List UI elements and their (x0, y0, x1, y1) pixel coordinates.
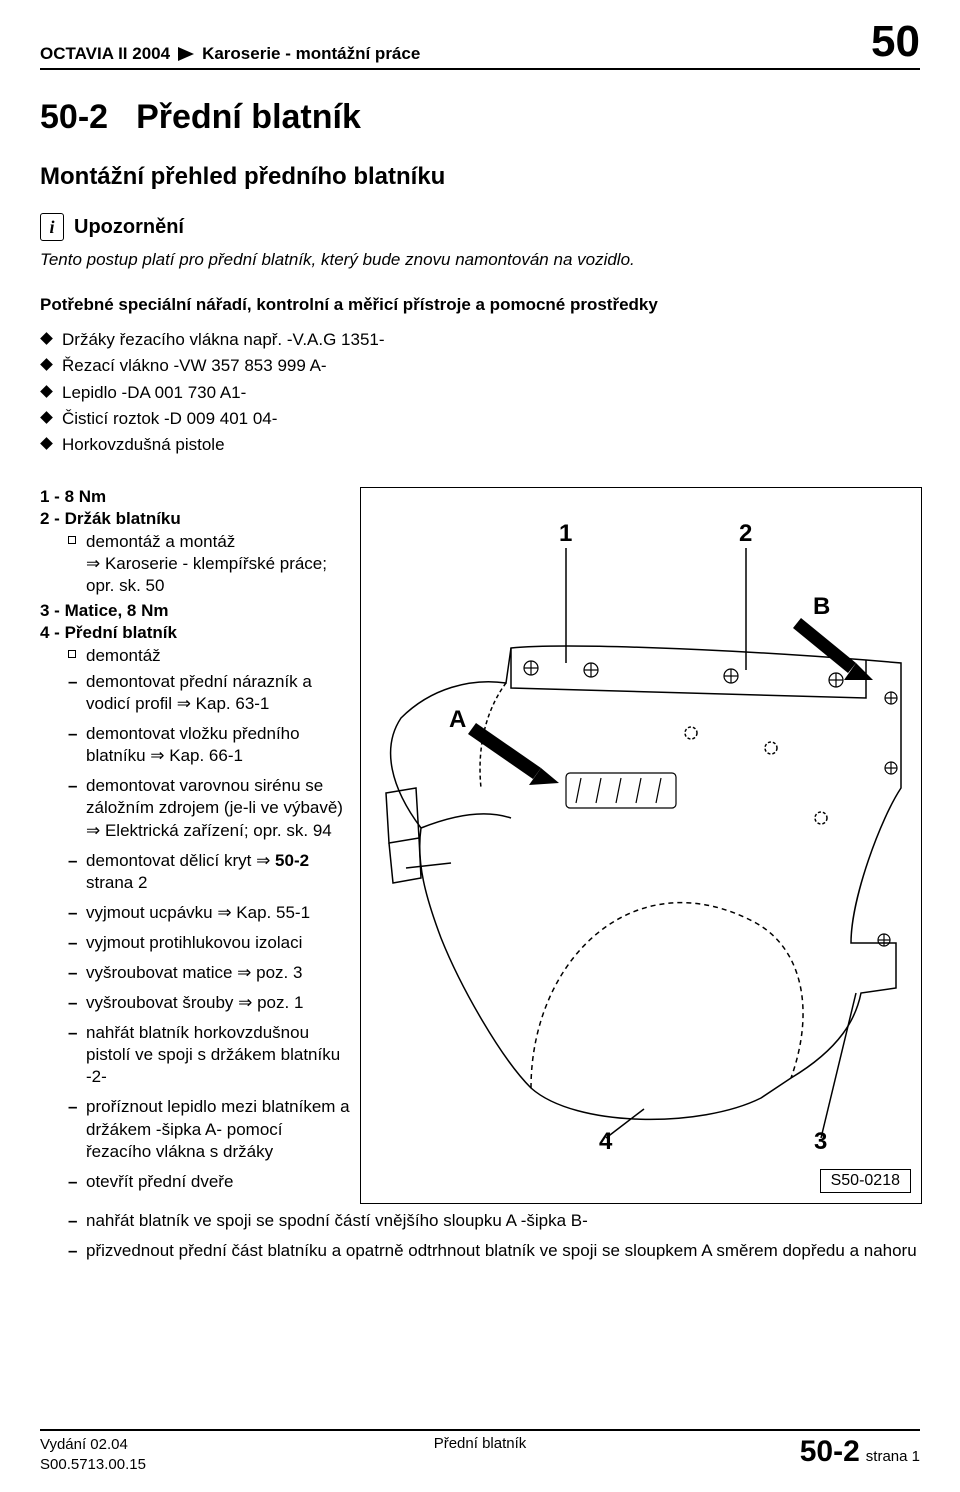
tools-item: Čisticí roztok -D 009 401 04- (40, 406, 920, 432)
list-item: demontáž (68, 645, 350, 667)
footer-center: Přední blatník (40, 1435, 920, 1452)
list-item: proříznout lepidlo mezi blatníkem a držá… (68, 1096, 350, 1162)
callout-1: 1 (559, 520, 572, 548)
list-item: 1 - 8 Nm (40, 487, 350, 507)
figure-id: S50-0218 (820, 1169, 911, 1193)
callout-2: 2 (739, 520, 752, 548)
footer-docnum: S00.5713.00.15 (40, 1455, 146, 1475)
header-section: Karoserie - montážní práce (202, 44, 420, 64)
text: strana 2 (86, 873, 147, 892)
body-row: 1 - 8 Nm 2 - Držák blatníku demontáž a m… (40, 487, 920, 1204)
list-item: nahřát blatník horkovzdušnou pistolí ve … (68, 1022, 350, 1088)
text: ⇒ Karoserie - klempířské práce; opr. sk.… (86, 554, 327, 595)
list-item: vyjmout ucpávku ⇒ Kap. 55-1 (68, 902, 350, 924)
info-row: i Upozornění (40, 213, 920, 241)
square-list: demontáž (68, 645, 350, 667)
tools-heading: Potřebné speciální nářadí, kontrolní a m… (40, 294, 920, 317)
info-label: Upozornění (74, 216, 184, 239)
callout-3: 3 (814, 1128, 827, 1156)
header-model: OCTAVIA II 2004 (40, 44, 170, 64)
list-item: 4 - Přední blatník demontáž demontovat p… (40, 623, 350, 1193)
list-item: 3 - Matice, 8 Nm (40, 601, 350, 621)
list-item: 2 - Držák blatníku demontáž a montáž ⇒ K… (40, 509, 350, 597)
item-num: 1 - (40, 487, 60, 506)
item-label: Držák blatníku (65, 509, 181, 528)
list-item: přizvednout přední část blatníku a opatr… (40, 1240, 920, 1262)
item-num: 3 - (40, 601, 60, 620)
dash-list: demontovat přední nárazník a vodicí prof… (68, 671, 350, 1193)
square-list: demontáž a montáž ⇒ Karoserie - klempířs… (68, 531, 350, 597)
item-num: 2 - (40, 509, 60, 528)
numbered-list: 1 - 8 Nm 2 - Držák blatníku demontáž a m… (40, 487, 350, 1193)
list-item: nahřát blatník ve spoji se spodní částí … (40, 1210, 920, 1232)
tools-list: Držáky řezacího vlákna např. -V.A.G 1351… (40, 327, 920, 459)
list-item: demontáž a montáž ⇒ Karoserie - klempířs… (68, 531, 350, 597)
callout-B: B (813, 593, 830, 621)
list-item: otevřít přední dveře (68, 1171, 350, 1193)
item-num: 4 - (40, 623, 60, 642)
header-arrow-icon (178, 47, 194, 61)
list-item: vyšroubovat matice ⇒ poz. 3 (68, 962, 350, 984)
page-header: OCTAVIA II 2004 Karoserie - montážní prá… (40, 20, 920, 70)
tools-item: Horkovzdušná pistole (40, 432, 920, 458)
callout-A: A (449, 706, 466, 734)
info-icon: i (40, 213, 64, 241)
list-item: vyjmout protihlukovou izolaci (68, 932, 350, 954)
wide-dash-list: nahřát blatník ve spoji se spodní částí … (40, 1210, 920, 1262)
page-title-row: 50-2 Přední blatník (40, 98, 920, 137)
item-label: 8 Nm (65, 487, 107, 506)
tools-item: Lepidlo -DA 001 730 A1- (40, 380, 920, 406)
list-item: demontovat varovnou sirénu se záložním z… (68, 775, 350, 841)
title-number: 50-2 (40, 98, 108, 137)
item-label: Matice, 8 Nm (65, 601, 169, 620)
list-item: demontovat vložku předního blatníku ⇒ Ka… (68, 723, 350, 767)
item-label: Přední blatník (65, 623, 177, 642)
left-column: 1 - 8 Nm 2 - Držák blatníku demontáž a m… (40, 487, 350, 1204)
header-left: OCTAVIA II 2004 Karoserie - montážní prá… (40, 44, 420, 64)
info-text: Tento postup platí pro přední blatník, k… (40, 249, 920, 272)
header-chapter-num: 50 (871, 20, 920, 64)
tools-item: Držáky řezacího vlákna např. -V.A.G 1351… (40, 327, 920, 353)
list-item: vyšroubovat šrouby ⇒ poz. 1 (68, 992, 350, 1014)
list-item: demontovat dělicí kryt ⇒ 50-2 strana 2 (68, 850, 350, 894)
page-footer: Vydání 02.04 S00.5713.00.15 Přední blatn… (40, 1429, 920, 1474)
tools-item: Řezací vlákno -VW 357 853 999 A- (40, 353, 920, 379)
text: demontovat dělicí kryt ⇒ (86, 851, 275, 870)
text: demontáž a montáž (86, 532, 235, 551)
subtitle: Montážní přehled předního blatníku (40, 163, 920, 191)
title-text: Přední blatník (136, 98, 361, 137)
right-column: 1 2 A B 3 4 S50-0218 (360, 487, 922, 1204)
callout-4: 4 (599, 1128, 612, 1156)
text-bold: 50-2 (275, 851, 309, 870)
fender-diagram-svg (361, 488, 921, 1203)
list-item: demontovat přední nárazník a vodicí prof… (68, 671, 350, 715)
diagram-frame: 1 2 A B 3 4 S50-0218 (360, 487, 922, 1204)
